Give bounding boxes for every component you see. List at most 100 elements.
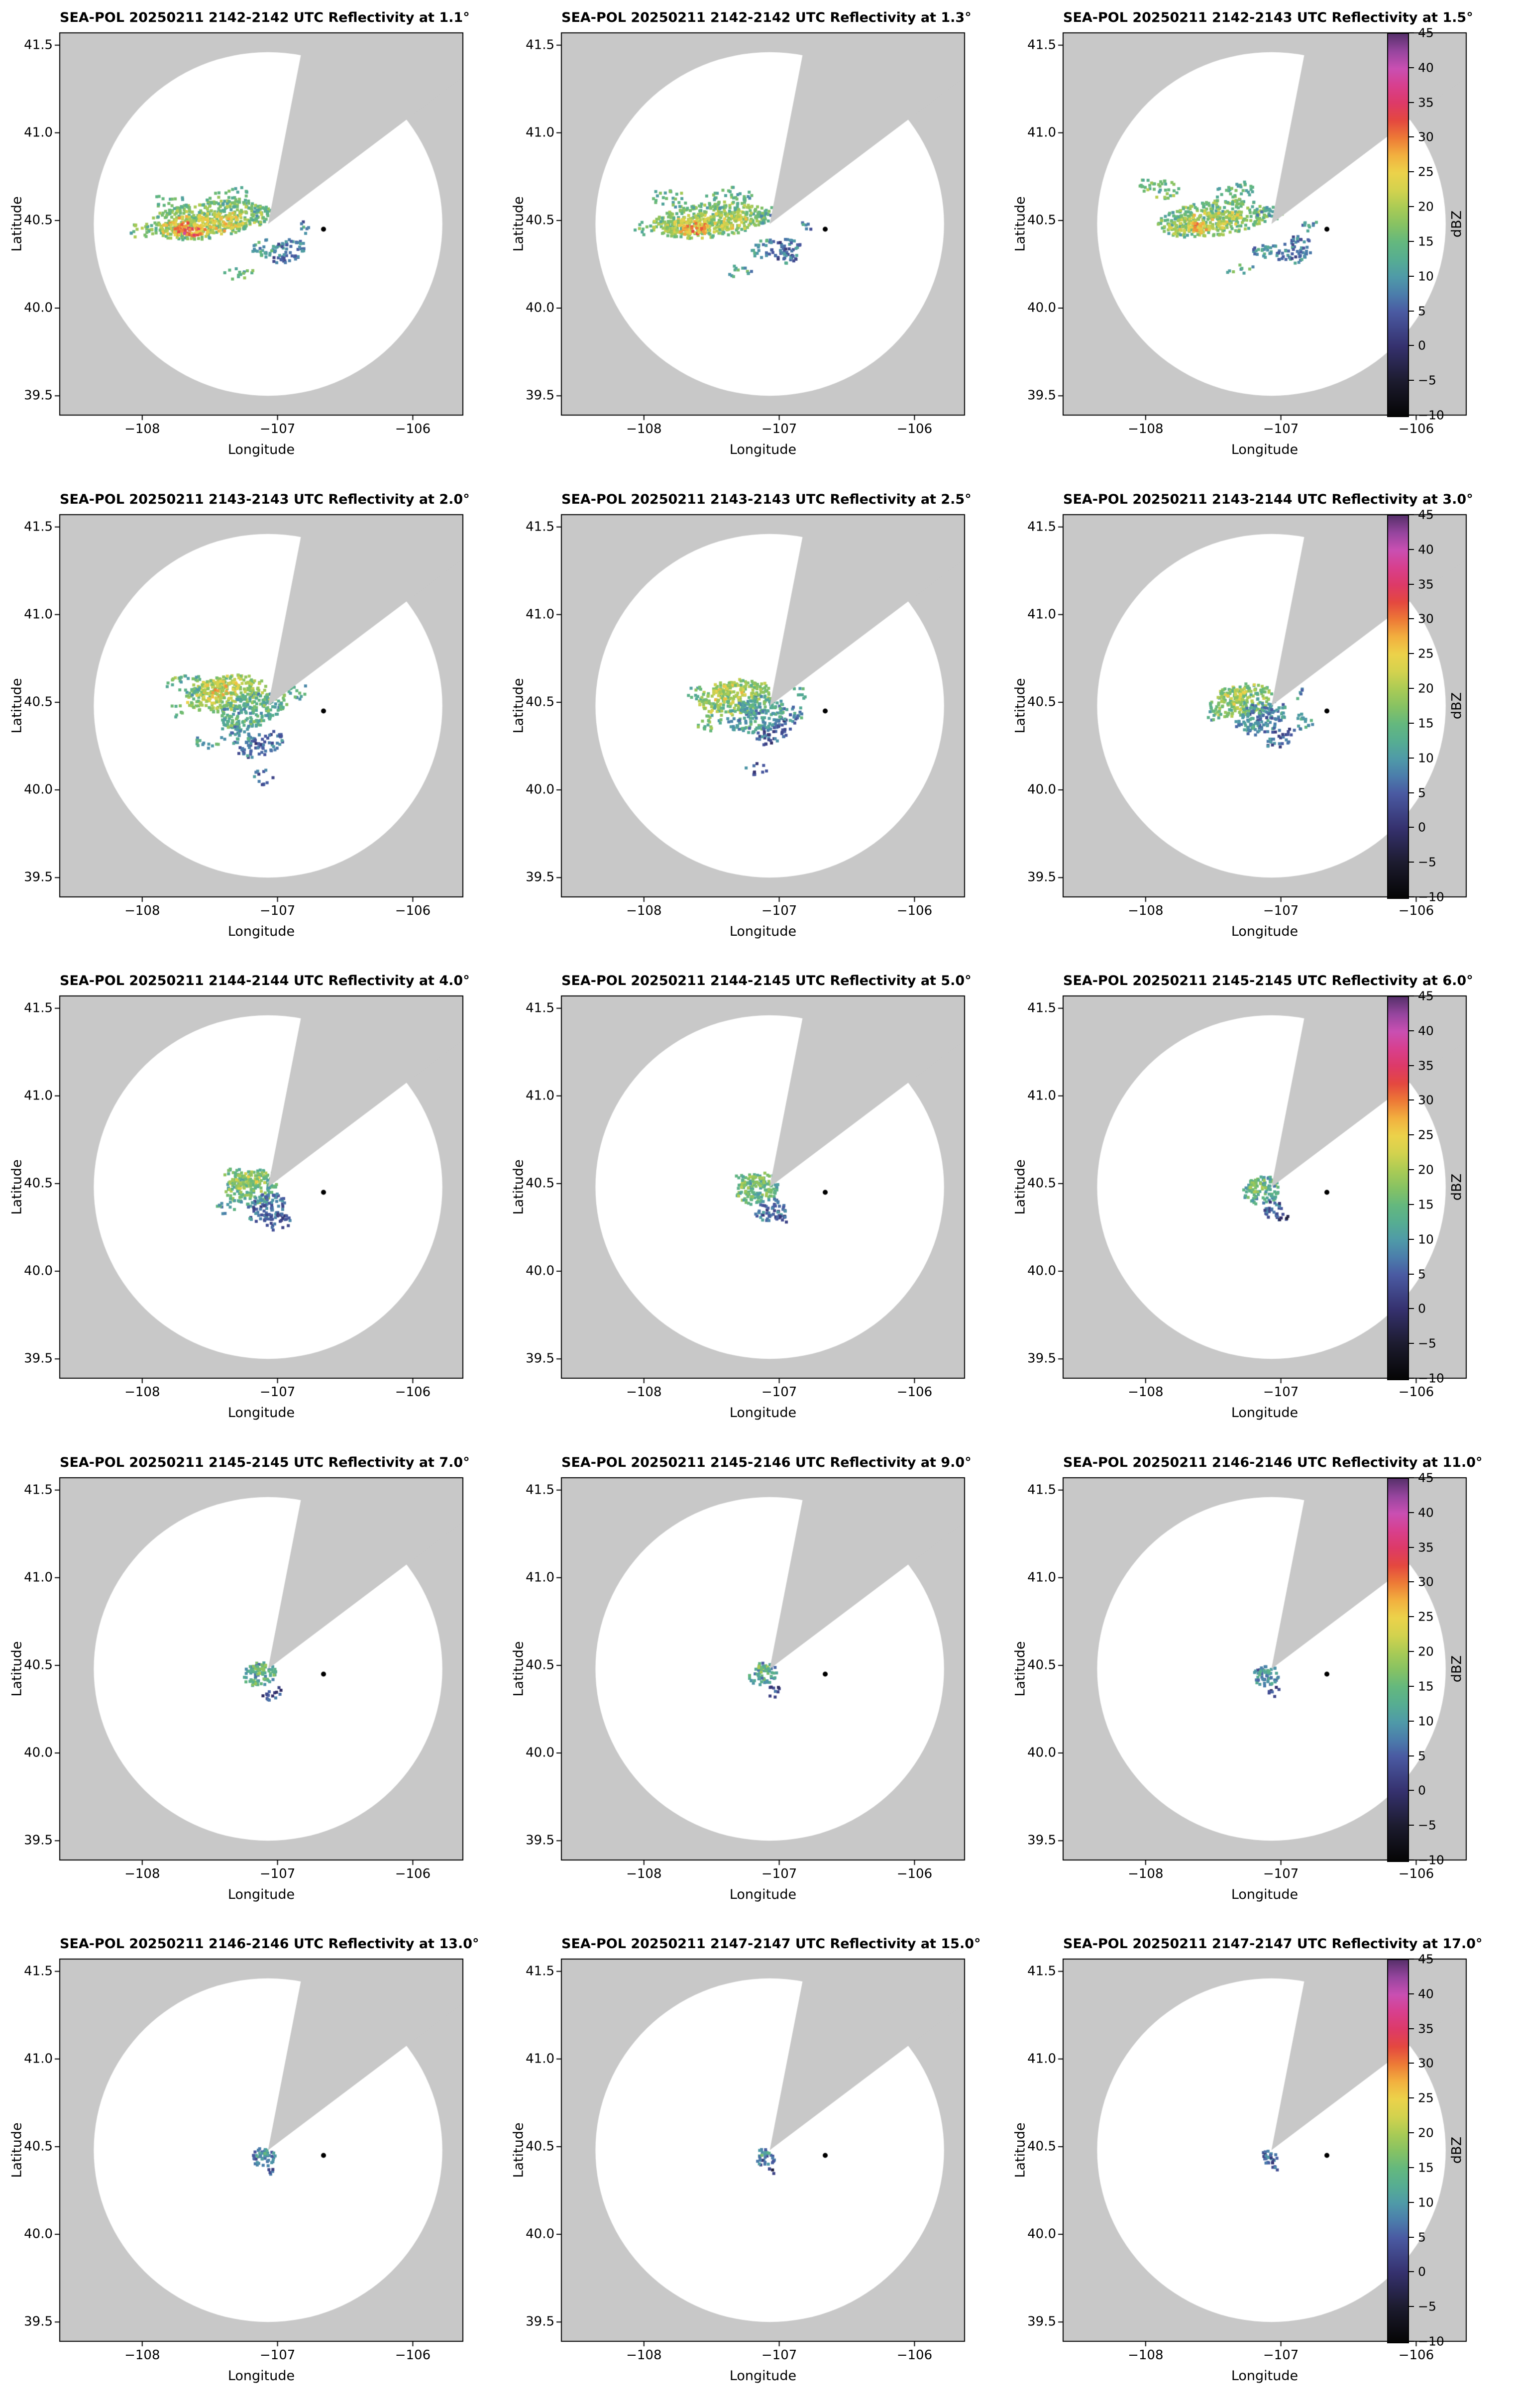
colorbar-gradient bbox=[1387, 515, 1409, 899]
colorbar-tick-mark bbox=[1409, 206, 1414, 208]
colorbar-tick-label: −5 bbox=[1418, 373, 1436, 388]
radar-ppi-canvas bbox=[0, 1926, 502, 2408]
colorbar-tick-mark bbox=[1409, 2028, 1414, 2029]
colorbar-tick-label: 15 bbox=[1418, 716, 1434, 731]
y-tick-label: 41.0 bbox=[1027, 1088, 1056, 1103]
x-axis-label: Longitude bbox=[227, 1405, 295, 1421]
colorbar-tick-label: 45 bbox=[1418, 1952, 1434, 1967]
colorbar-tick-mark bbox=[1409, 415, 1414, 416]
radar-panel: SEA-POL 20250211 2145-2145 UTC Reflectiv… bbox=[1003, 963, 1505, 1445]
colorbar-tick-mark bbox=[1409, 1378, 1414, 1379]
colorbar: dBZ 45 40 35 30 25 20 15 10 5 0 −5 −10 bbox=[1387, 1952, 1517, 2349]
colorbar-tick-mark bbox=[1409, 1581, 1414, 1583]
radar-ppi-canvas bbox=[0, 1445, 502, 1927]
colorbar-tick-label: 30 bbox=[1418, 2056, 1434, 2071]
colorbar-tick-mark bbox=[1409, 2306, 1414, 2307]
radar-panel: SEA-POL 20250211 2144-2145 UTC Reflectiv… bbox=[502, 963, 1003, 1445]
colorbar-tick-label: 5 bbox=[1418, 1749, 1426, 1763]
radar-panel: SEA-POL 20250211 2143-2143 UTC Reflectiv… bbox=[502, 482, 1003, 964]
x-tick-label: −106 bbox=[395, 1385, 431, 1400]
y-tick-label: 39.5 bbox=[1027, 1833, 1056, 1848]
y-tick-label: 41.5 bbox=[526, 37, 554, 53]
colorbar-tick-mark bbox=[1409, 1993, 1414, 1994]
colorbar-tick-mark bbox=[1409, 653, 1414, 655]
x-tick-label: −107 bbox=[259, 1866, 296, 1881]
colorbar: dBZ 45 40 35 30 25 20 15 10 5 0 −5 −10 bbox=[1387, 26, 1517, 423]
colorbar-tick-label: 5 bbox=[1418, 304, 1426, 319]
y-tick-label: 41.0 bbox=[24, 607, 53, 622]
y-tick-label: 40.0 bbox=[1027, 1263, 1056, 1279]
colorbar-tick-mark bbox=[1409, 1477, 1414, 1478]
x-tick-label: −106 bbox=[896, 2348, 933, 2363]
colorbar-tick-mark bbox=[1409, 345, 1414, 346]
colorbar-tick-label: 30 bbox=[1418, 129, 1434, 144]
colorbar-tick-label: 40 bbox=[1418, 1023, 1434, 1038]
y-tick-label: 40.0 bbox=[526, 2226, 554, 2242]
y-tick-label: 40.5 bbox=[24, 2139, 53, 2154]
radar-panel: SEA-POL 20250211 2144-2144 UTC Reflectiv… bbox=[0, 963, 502, 1445]
colorbar: dBZ 45 40 35 30 25 20 15 10 5 0 −5 −10 bbox=[1387, 1471, 1517, 1867]
y-tick-label: 40.0 bbox=[526, 300, 554, 316]
colorbar-tick-mark bbox=[1409, 1755, 1414, 1756]
y-tick-label: 41.0 bbox=[526, 2051, 554, 2067]
y-tick-label: 40.5 bbox=[1027, 213, 1056, 228]
panel-title: SEA-POL 20250211 2142-2142 UTC Reflectiv… bbox=[60, 10, 470, 25]
y-tick-label: 39.5 bbox=[526, 870, 554, 885]
y-tick-label: 41.5 bbox=[1027, 519, 1056, 535]
colorbar-tick-label: −10 bbox=[1418, 2334, 1444, 2349]
colorbar-tick-mark bbox=[1409, 688, 1414, 689]
colorbar: dBZ 45 40 35 30 25 20 15 10 5 0 −5 −10 bbox=[1387, 508, 1517, 904]
colorbar-tick-mark bbox=[1409, 1134, 1414, 1136]
radar-panel: SEA-POL 20250211 2146-2146 UTC Reflectiv… bbox=[1003, 1445, 1505, 1927]
x-tick-label: −108 bbox=[626, 1385, 662, 1400]
colorbar-tick-mark bbox=[1409, 1273, 1414, 1275]
colorbar-axis-label: dBZ bbox=[1449, 210, 1465, 238]
colorbar-tick-mark bbox=[1409, 1204, 1414, 1205]
colorbar-tick-mark bbox=[1409, 171, 1414, 173]
y-tick-label: 41.0 bbox=[24, 125, 53, 140]
radar-panel: SEA-POL 20250211 2145-2146 UTC Reflectiv… bbox=[502, 1445, 1003, 1927]
colorbar-tick-label: −5 bbox=[1418, 1818, 1436, 1833]
y-tick-label: 40.5 bbox=[1027, 1657, 1056, 1673]
colorbar-tick-label: 25 bbox=[1418, 646, 1434, 661]
colorbar-tick-label: 20 bbox=[1418, 1644, 1434, 1659]
y-tick-label: 40.0 bbox=[526, 1745, 554, 1760]
y-tick-label: 39.5 bbox=[526, 388, 554, 403]
x-tick-label: −107 bbox=[761, 2348, 797, 2363]
colorbar-tick-label: −10 bbox=[1418, 408, 1444, 423]
panel-title: SEA-POL 20250211 2147-2147 UTC Reflectiv… bbox=[1063, 1936, 1483, 1952]
colorbar-tick-label: 20 bbox=[1418, 1162, 1434, 1177]
colorbar-axis-label: dBZ bbox=[1449, 1173, 1465, 1201]
radar-ppi-canvas bbox=[1003, 0, 1505, 482]
x-tick-label: −108 bbox=[124, 2348, 160, 2363]
x-axis-label: Longitude bbox=[1231, 2368, 1299, 2384]
colorbar-tick-label: 0 bbox=[1418, 1301, 1426, 1316]
colorbar-tick-mark bbox=[1409, 1238, 1414, 1240]
radar-ppi-canvas bbox=[1003, 1926, 1505, 2408]
x-axis-label: Longitude bbox=[729, 442, 797, 457]
colorbar-tick-label: 5 bbox=[1418, 2230, 1426, 2245]
colorbar-tick-label: 30 bbox=[1418, 1574, 1434, 1589]
y-tick-label: 41.0 bbox=[1027, 1570, 1056, 1585]
x-tick-label: −106 bbox=[395, 903, 431, 918]
radar-panel: SEA-POL 20250211 2145-2145 UTC Reflectiv… bbox=[0, 1445, 502, 1927]
x-axis-label: Longitude bbox=[227, 1887, 295, 1902]
x-tick-label: −106 bbox=[395, 1866, 431, 1881]
colorbar-tick-label: 40 bbox=[1418, 1986, 1434, 2001]
y-tick-label: 40.5 bbox=[24, 1657, 53, 1673]
radar-ppi-canvas bbox=[1003, 963, 1505, 1445]
x-tick-label: −106 bbox=[1398, 422, 1434, 437]
x-tick-label: −108 bbox=[1128, 422, 1164, 437]
colorbar-tick-label: 15 bbox=[1418, 2160, 1434, 2175]
y-tick-label: 41.0 bbox=[526, 125, 554, 140]
colorbar-tick-label: 20 bbox=[1418, 199, 1434, 214]
y-tick-label: 40.0 bbox=[526, 782, 554, 797]
colorbar-tick-label: 10 bbox=[1418, 1232, 1434, 1247]
colorbar-tick-label: 40 bbox=[1418, 60, 1434, 75]
colorbar-tick-label: 35 bbox=[1418, 1058, 1434, 1073]
y-tick-label: 40.0 bbox=[1027, 2226, 1056, 2242]
colorbar-tick-label: 0 bbox=[1418, 820, 1426, 835]
x-tick-label: −108 bbox=[626, 2348, 662, 2363]
y-tick-label: 40.5 bbox=[526, 1657, 554, 1673]
